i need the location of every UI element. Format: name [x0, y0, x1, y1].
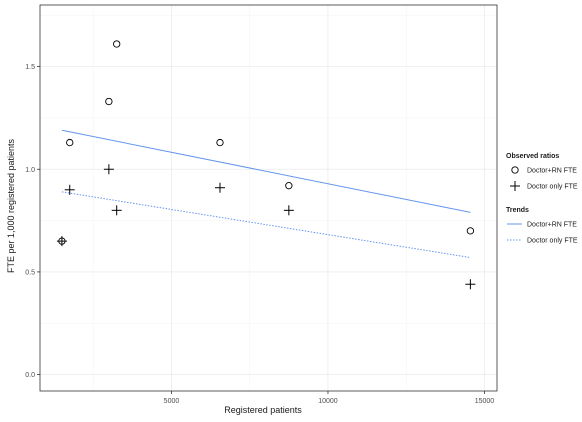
point-doctor-rn [105, 97, 113, 106]
point-doctor-only [465, 279, 476, 290]
point-doctor-only [64, 184, 75, 195]
point-doctor-rn [285, 182, 293, 190]
legend-plus-marker [510, 181, 520, 191]
y-axis-label: FTE per 1,000 registered patients [6, 138, 16, 273]
plot-panel-border [39, 4, 498, 392]
point-doctor-only [56, 236, 67, 247]
data-points [56, 40, 476, 290]
legend: Observed ratios Doctor+RN FTE Doctor onl… [506, 153, 578, 245]
legend-item-doctor-only: Doctor only FTE [527, 184, 578, 191]
y-tick-label: 0.0 [25, 372, 35, 379]
x-tick-label: 5000 [164, 398, 180, 405]
x-tick-label: 15000 [475, 398, 495, 405]
legend-trend-doctor-rn: Doctor+RN FTE [527, 222, 577, 229]
y-tick-label: 0.5 [25, 269, 35, 276]
legend-circle-marker [511, 166, 519, 174]
y-tick-label: 1.5 [25, 64, 35, 71]
trend-lines [61, 129, 471, 259]
point-doctor-rn [216, 138, 224, 147]
x-axis-ticks: 5000 10000 15000 [164, 391, 495, 405]
grid-lines [40, 5, 497, 391]
legend-item-doctor-rn: Doctor+RN FTE [527, 168, 577, 175]
point-doctor-rn [113, 40, 121, 48]
point-doctor-only [103, 164, 114, 175]
x-axis-label: Registered patients [224, 405, 302, 415]
x-tick-label: 10000 [318, 398, 338, 405]
y-tick-label: 1.0 [25, 167, 35, 174]
point-doctor-rn [466, 227, 475, 235]
legend-observed-title: Observed ratios [506, 153, 559, 160]
trend-line-doctor-rn [61, 129, 471, 213]
legend-trend-doctor-only: Doctor only FTE [527, 238, 578, 245]
point-doctor-only [111, 205, 122, 216]
point-doctor-only [283, 205, 294, 216]
legend-trends-title: Trends [506, 207, 529, 214]
point-doctor-rn [66, 138, 74, 147]
point-doctor-only [214, 182, 225, 193]
y-axis-ticks: 0.0 0.5 1.0 1.5 [25, 64, 40, 379]
